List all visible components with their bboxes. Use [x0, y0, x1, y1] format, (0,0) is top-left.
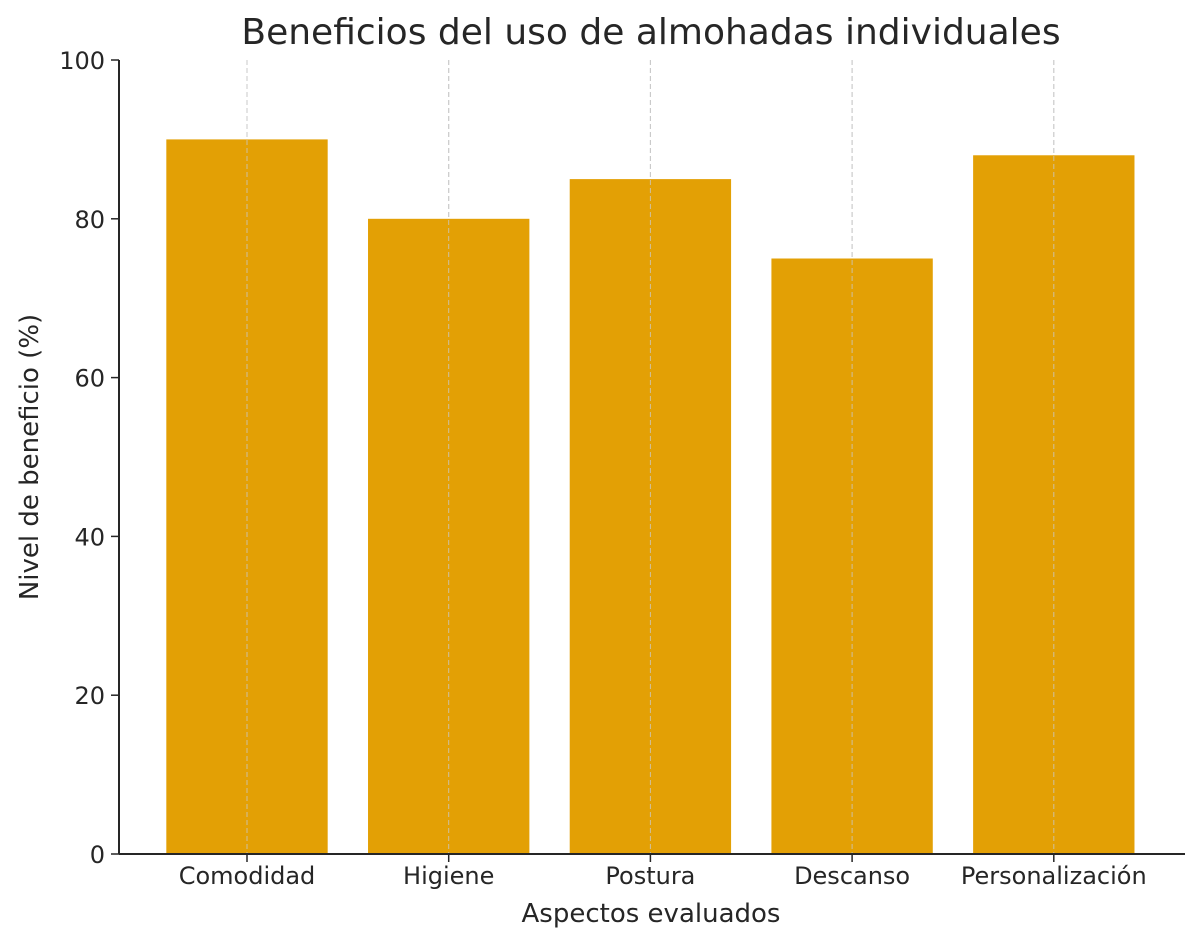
y-tick-label: 20	[74, 682, 105, 710]
x-tick-label: Higiene	[403, 862, 494, 890]
y-axis-label: Nivel de beneficio (%)	[15, 314, 45, 600]
y-tick-label: 60	[74, 365, 105, 393]
y-tick-label: 0	[90, 841, 105, 869]
y-tick-label: 80	[74, 206, 105, 234]
x-tick-label: Personalización	[961, 862, 1147, 890]
x-tick-label: Comodidad	[179, 862, 316, 890]
x-axis-label: Aspectos evaluados	[522, 899, 781, 929]
y-tick-label: 40	[74, 523, 105, 551]
chart-title: Beneficios del uso de almohadas individu…	[241, 12, 1060, 53]
x-tick-label: Postura	[605, 862, 695, 890]
y-tick-label: 100	[59, 47, 105, 75]
x-tick-label: Descanso	[794, 862, 910, 890]
